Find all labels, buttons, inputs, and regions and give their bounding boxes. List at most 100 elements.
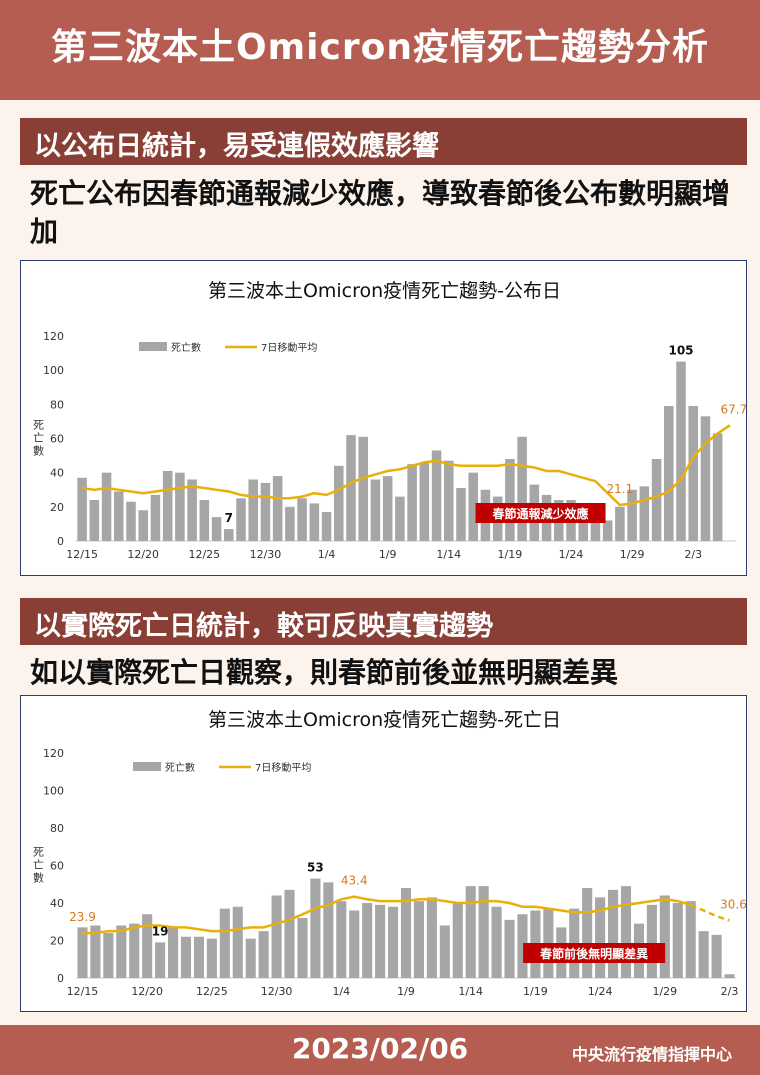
bar <box>309 503 320 541</box>
bar <box>465 886 476 978</box>
bar <box>595 897 606 978</box>
y-tick-label: 80 <box>50 398 64 411</box>
legend-bar-label: 死亡數 <box>171 341 201 354</box>
legend-bar-swatch <box>133 762 161 771</box>
bar <box>685 901 696 978</box>
bar <box>724 974 735 978</box>
badge-label: 春節通報減少效應 <box>492 506 589 521</box>
bar <box>388 906 399 978</box>
y-tick-label: 120 <box>43 747 64 760</box>
bar <box>468 472 478 541</box>
bar <box>162 470 173 541</box>
bar <box>180 936 192 978</box>
bar <box>627 489 637 541</box>
bar <box>336 901 347 978</box>
x-tick-label: 1/4 <box>332 985 350 998</box>
bar <box>590 506 601 541</box>
chart-title: 第三波本土Omicron疫情死亡趨勢-死亡日 <box>208 709 561 731</box>
line-data-label: 67.7 <box>721 402 748 416</box>
bar <box>711 934 722 978</box>
legend-bar-label: 死亡數 <box>165 761 195 774</box>
section1-subtitle: 死亡公布因春節通報減少效應，導致春節後公布數明顯增加 <box>30 177 731 248</box>
section2-heading-bar: 以實際死亡日統計，較可反映真實趨勢 <box>20 598 747 645</box>
chart-death-date-svg: 第三波本土Omicron疫情死亡趨勢-死亡日 0 20 40 60 80 100 120 死亡數… <box>33 709 747 998</box>
bar <box>321 511 332 541</box>
y-tick-label: 80 <box>50 822 64 835</box>
bar <box>284 889 295 978</box>
y-tick-label: 40 <box>50 897 64 910</box>
bar <box>478 886 489 978</box>
y-axis-label: 死亡數 <box>33 846 44 885</box>
bar <box>224 529 234 541</box>
bar <box>712 433 723 541</box>
line-data-label: 21.1 <box>607 482 634 496</box>
x-tick-label: 12/15 <box>67 985 99 998</box>
header-banner: 第三波本土Omicron疫情死亡趨勢分析 <box>0 0 760 100</box>
bar <box>688 406 698 541</box>
bar <box>199 500 210 541</box>
bar <box>285 506 295 541</box>
x-tick-label: 12/25 <box>188 548 220 561</box>
bar <box>271 895 282 978</box>
legend-bar-swatch <box>139 342 167 351</box>
bar <box>310 878 321 978</box>
section1-heading-bar: 以公布日統計，易受連假效應影響 <box>20 118 747 165</box>
x-tick-label: 1/24 <box>559 548 584 561</box>
bar <box>168 927 179 978</box>
bar <box>193 936 204 978</box>
footer-date: 2023/02/06 <box>291 1032 469 1065</box>
bar <box>504 919 515 978</box>
x-tick-label: 1/19 <box>523 985 548 998</box>
bar <box>608 889 619 978</box>
line-data-label: 30.6 <box>720 898 747 912</box>
bar <box>431 450 442 541</box>
badge-box <box>475 503 606 523</box>
y-tick-label: 120 <box>43 330 64 343</box>
y-tick-label: 40 <box>50 467 64 480</box>
bar <box>664 406 674 541</box>
bar <box>505 459 515 541</box>
bar <box>444 460 454 541</box>
moving-average-line-dashed <box>690 903 730 922</box>
bar <box>439 925 450 978</box>
y-tick-label: 0 <box>57 535 64 548</box>
chart-death-date: 第三波本土Omicron疫情死亡趨勢-死亡日 0 20 40 60 80 100 120 死亡數… <box>20 695 747 1012</box>
bar <box>187 479 197 541</box>
bar-data-label: 53 <box>307 861 324 875</box>
bar <box>260 482 271 541</box>
page-title: 第三波本土Omicron疫情死亡趨勢分析 <box>51 27 709 68</box>
bar <box>126 501 136 541</box>
badge-label: 春節前後無明顯差異 <box>539 946 648 961</box>
bar <box>236 498 246 541</box>
bar <box>582 888 593 978</box>
badge-box <box>523 943 666 963</box>
bar <box>349 910 360 978</box>
x-tick-label: 2/3 <box>721 985 739 998</box>
y-tick-label: 100 <box>43 785 64 798</box>
bar <box>698 931 709 978</box>
x-tick-label: 12/25 <box>196 985 228 998</box>
moving-average-line <box>81 424 731 507</box>
x-tick-label: 12/20 <box>127 548 159 561</box>
x-tick-label: 12/15 <box>66 548 98 561</box>
legend-line-label: 7日移動平均 <box>255 761 311 774</box>
bar <box>452 903 463 978</box>
bar <box>615 506 625 541</box>
bar-data-label: 7 <box>225 511 233 525</box>
y-tick-label: 20 <box>50 501 64 514</box>
bar <box>620 886 632 978</box>
x-tick-label: 2/3 <box>684 548 702 561</box>
bar <box>272 476 283 541</box>
y-tick-label: 60 <box>50 433 64 446</box>
legend-line-label: 7日移動平均 <box>261 341 317 354</box>
bar-data-label: 105 <box>668 344 693 358</box>
bar <box>114 491 124 541</box>
x-tick-label: 1/19 <box>498 548 523 561</box>
chart-title: 第三波本土Omicron疫情死亡趨勢-公布日 <box>208 280 561 302</box>
bar <box>517 914 528 978</box>
bar <box>101 472 112 541</box>
bar <box>297 918 308 978</box>
bar <box>103 933 114 978</box>
bar <box>90 925 101 978</box>
x-tick-label: 1/24 <box>588 985 613 998</box>
